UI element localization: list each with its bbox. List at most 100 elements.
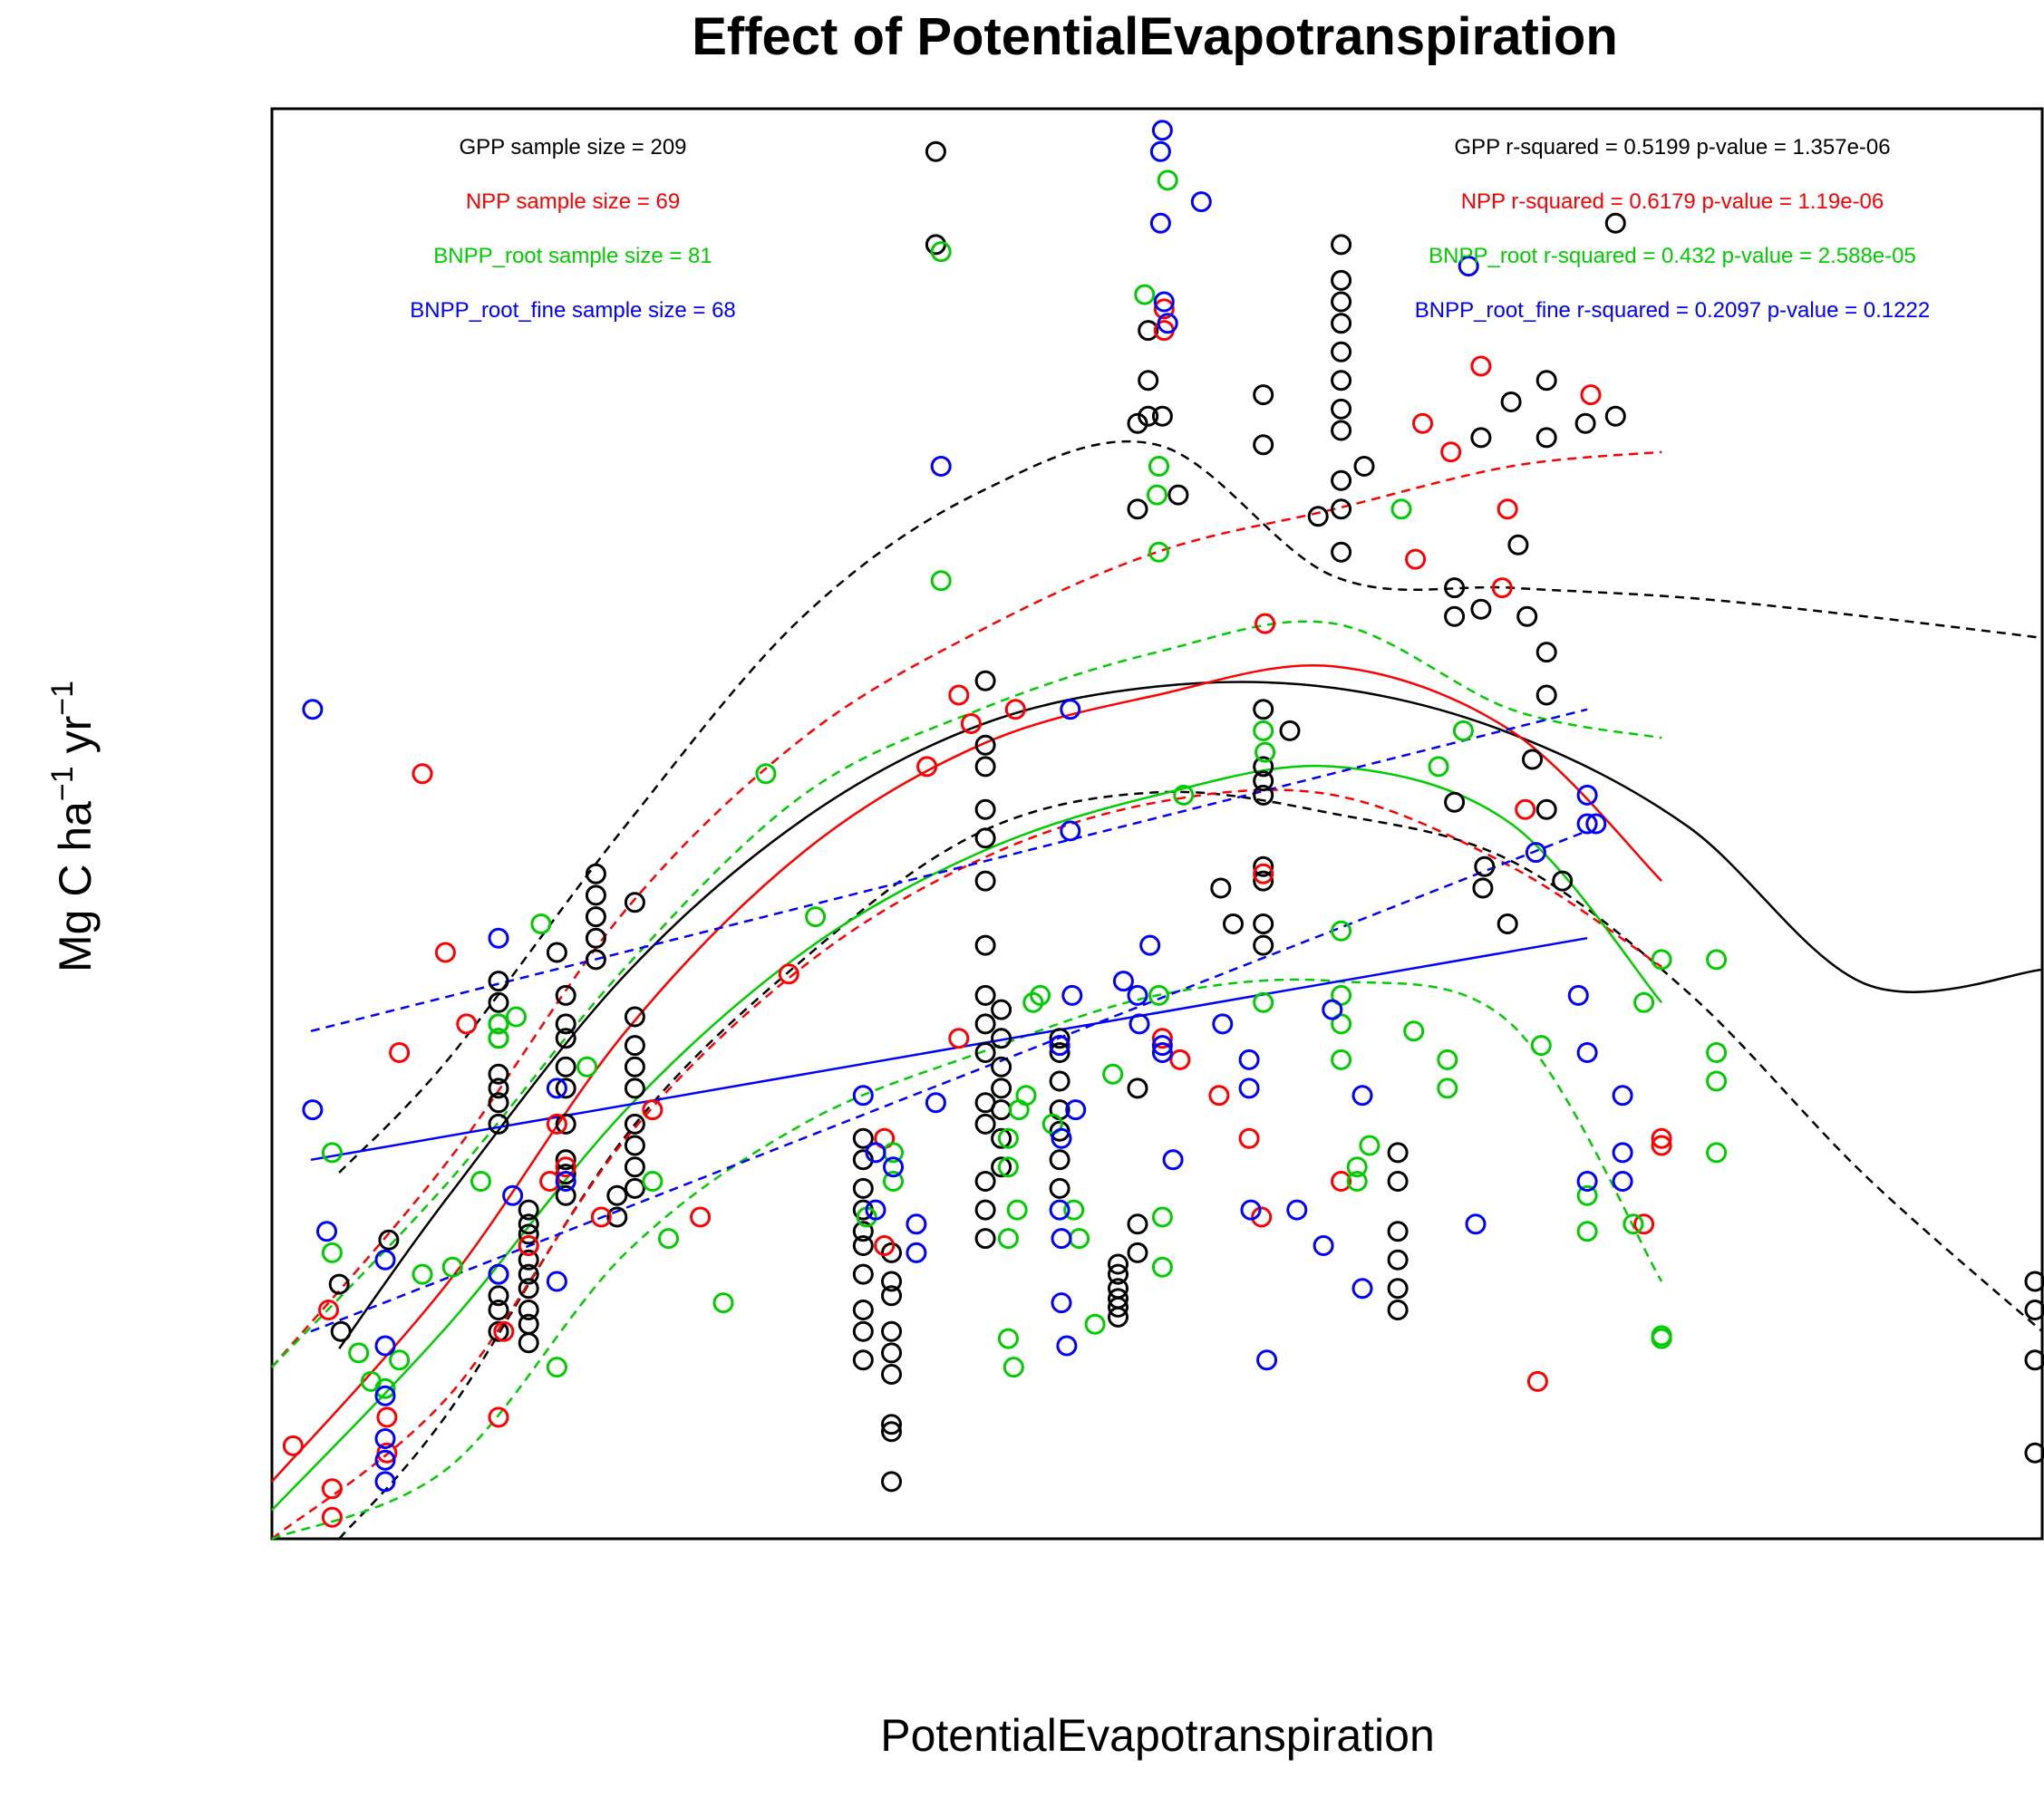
gpp-point	[606, 1206, 628, 1228]
bnpp-root-fine-point	[1351, 1085, 1373, 1107]
npp-point	[1169, 1049, 1191, 1070]
gpp-point	[606, 1184, 628, 1206]
gpp-point	[974, 798, 996, 820]
bnpp-root-sample-size-note: BNPP_root sample size = 81	[433, 244, 712, 268]
gpp-point	[974, 870, 996, 892]
npp-point	[376, 1406, 398, 1428]
gpp-point	[1049, 1042, 1070, 1063]
gpp-point	[624, 1156, 645, 1178]
gpp-point	[488, 1320, 509, 1342]
gpp-point	[1049, 1177, 1070, 1199]
bnpp-root-fine-point	[1313, 1235, 1334, 1256]
bnpp-root-fine-point	[1051, 1127, 1072, 1149]
gpp-point	[1387, 1300, 1409, 1320]
gpp-point	[488, 1285, 509, 1307]
gpp-point	[1138, 405, 1159, 427]
gpp-point	[881, 1271, 902, 1292]
bnpp-root-fine-point	[546, 1078, 567, 1099]
npp-point	[282, 1435, 304, 1456]
bnpp-root-point	[642, 1171, 664, 1192]
bnpp-root-point	[1069, 1228, 1090, 1250]
gpp-point	[624, 1056, 645, 1078]
gpp-point	[555, 984, 576, 1006]
bnpp-root-point	[1084, 1313, 1106, 1335]
gpp-point	[1444, 605, 1466, 627]
gpp-point	[1127, 1242, 1148, 1263]
gpp-point	[1331, 269, 1352, 291]
gpp-point	[1470, 598, 1492, 620]
gpp-point	[1253, 913, 1274, 934]
bnpp-root-point	[1148, 541, 1169, 563]
gpp-point	[2024, 1271, 2044, 1292]
npp-point	[488, 1406, 509, 1428]
bnpp-root-fine-point	[1458, 256, 1479, 277]
gpp-point	[974, 1228, 996, 1250]
bnpp-root-point	[1253, 720, 1274, 741]
gpp-point	[852, 1300, 874, 1320]
gpp-point	[1331, 469, 1352, 491]
bnpp-root-fine-point	[925, 1092, 946, 1114]
gpp-point	[1522, 749, 1543, 770]
bnpp-root-point	[1706, 1142, 1728, 1164]
npp-point	[412, 763, 433, 785]
bnpp-root-fine-point	[488, 1263, 509, 1285]
bnpp-root-point	[1346, 1156, 1368, 1178]
bnpp-root-point	[1015, 1085, 1037, 1107]
npp-point	[546, 1113, 567, 1135]
gpp-point	[925, 140, 946, 162]
gpp-point	[488, 1092, 509, 1114]
gpp-point	[1108, 1306, 1129, 1328]
gpp-point	[1474, 855, 1496, 877]
gpp-point	[1387, 1221, 1409, 1242]
npp-point	[916, 756, 938, 778]
bnpp-root-point	[1623, 1213, 1644, 1235]
npp-point	[1651, 1127, 1672, 1149]
bnpp-root-point	[470, 1171, 491, 1192]
bnpp-root-point	[1030, 984, 1051, 1006]
bnpp-root-fine-point	[1612, 1085, 1633, 1107]
gpp-point	[1108, 1263, 1129, 1285]
gpp-point	[378, 1229, 400, 1251]
npp-point	[1440, 441, 1462, 463]
bnpp-root-upper-ci-line	[271, 620, 1662, 1368]
gpp-point	[1604, 212, 1626, 234]
gpp-point	[1049, 1070, 1070, 1092]
bnpp-root-fine-point	[1149, 140, 1171, 162]
bnpp-root-point	[1157, 169, 1178, 191]
gpp-point	[1253, 756, 1274, 778]
gpp-point	[488, 1078, 509, 1099]
gpp-point	[1223, 913, 1244, 934]
gpp-point	[1253, 855, 1274, 877]
bnpp-root-point	[1173, 784, 1195, 806]
gpp-point	[852, 1349, 874, 1371]
gpp-point	[1307, 506, 1329, 527]
bnpp-root-fine-point	[1576, 784, 1598, 806]
gpp-point	[1253, 434, 1274, 456]
npp-point	[642, 1099, 664, 1121]
gpp-point	[881, 1414, 902, 1435]
gpp-point	[1151, 405, 1173, 427]
gpp-point	[1279, 720, 1301, 741]
y-axis-label-exp1: −1	[45, 766, 80, 801]
gpp-point	[1507, 534, 1529, 556]
gpp-point	[1049, 1028, 1070, 1049]
bnpp-root-point	[1437, 1078, 1458, 1099]
gpp-point	[488, 971, 509, 992]
npp-point	[1491, 577, 1513, 599]
gpp-point	[1127, 412, 1148, 434]
npp-point	[1251, 1206, 1273, 1228]
bnpp-root-point	[1147, 484, 1167, 506]
gpp-point	[585, 927, 606, 949]
gpp-point	[1108, 1296, 1129, 1318]
bnpp-root-fine-point	[883, 1156, 904, 1178]
gpp-point	[624, 1177, 645, 1199]
bnpp-root-fine-point	[906, 1242, 927, 1263]
gpp-point	[518, 1223, 539, 1245]
bnpp-root-point	[658, 1228, 679, 1250]
gpp-point	[555, 1184, 576, 1206]
bnpp-root-point	[930, 570, 952, 592]
bnpp-root-point	[1576, 1184, 1598, 1206]
npp-point	[874, 1235, 896, 1256]
bnpp-root-fine-point	[1351, 1278, 1373, 1300]
